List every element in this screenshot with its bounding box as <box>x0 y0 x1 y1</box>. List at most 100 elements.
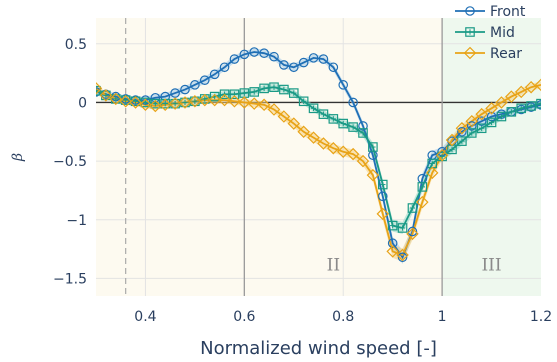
region-label-III: III <box>481 255 501 275</box>
mid-point <box>259 83 269 94</box>
mid-point <box>150 98 161 109</box>
y-tick-label: 0 <box>78 95 87 111</box>
rear-point <box>514 85 528 99</box>
mid-point <box>170 98 180 109</box>
tick-labels: 0.4 0.6 0.8 1 1.2 0.5 0 −0.5 −1 −1.5 <box>53 37 552 325</box>
mid-point <box>269 82 279 93</box>
legend-item-mid[interactable]: Mid <box>455 25 515 41</box>
front-point <box>407 226 418 237</box>
rear-point <box>149 99 162 113</box>
mid-point <box>308 103 319 114</box>
mid-point <box>526 101 536 111</box>
front-point <box>318 54 329 64</box>
legend-mid-marker <box>465 27 475 37</box>
rear-point <box>129 96 142 109</box>
rear-point <box>327 141 340 155</box>
y-tick-label: −0.5 <box>53 154 87 170</box>
mid-point <box>101 90 111 101</box>
mid-point <box>516 103 527 114</box>
mid-point <box>486 117 497 128</box>
mid-point <box>318 109 329 119</box>
front-point <box>209 69 220 80</box>
legend-label-mid: Mid <box>490 25 515 41</box>
mid-point <box>180 97 190 108</box>
rear-point <box>366 168 380 182</box>
mid-point <box>536 98 541 109</box>
mid-point <box>279 84 289 95</box>
region-1-shade <box>96 18 443 296</box>
mid-point <box>348 122 358 132</box>
rear-point <box>505 90 518 103</box>
legend-label-front: Front <box>490 4 526 20</box>
front-point <box>298 57 309 68</box>
rear-point <box>524 80 538 94</box>
rear-point <box>386 245 399 258</box>
x-axis-title: Normalized wind speed [-] <box>200 338 437 359</box>
rear-point <box>168 97 182 110</box>
y-tick-label: 0.5 <box>65 37 87 53</box>
mid-band <box>96 83 541 234</box>
rear-point <box>445 133 459 147</box>
front-point <box>269 51 279 62</box>
mid-point <box>96 85 101 96</box>
x-tick-label: 0.6 <box>233 309 255 325</box>
rear-point <box>356 154 370 168</box>
x-tick-label: 0.8 <box>332 309 354 325</box>
mid-point <box>506 107 517 117</box>
front-point <box>348 97 358 108</box>
mid-point <box>466 128 477 138</box>
front-point <box>259 48 269 58</box>
rear-point <box>99 89 113 102</box>
front-point <box>229 54 240 64</box>
y-tick-label: −1.5 <box>53 271 87 287</box>
mid-point <box>358 128 368 138</box>
rear-point <box>277 110 291 123</box>
legend-item-rear[interactable]: Rear <box>455 46 522 62</box>
region-2-shade <box>442 18 541 296</box>
mid-point <box>338 118 349 129</box>
mid-point <box>397 223 408 233</box>
confidence-bands <box>96 48 541 264</box>
rear-point <box>109 92 123 106</box>
y-tick-label: −1 <box>66 213 87 229</box>
region-label-II: II <box>327 255 340 275</box>
mid-point <box>457 136 467 146</box>
x-tick-label: 1 <box>438 309 447 325</box>
rear-point <box>208 93 221 107</box>
mid-point <box>476 123 487 134</box>
front-point <box>328 62 339 73</box>
rear-point <box>465 114 479 128</box>
front-point <box>377 191 388 202</box>
front-point <box>358 121 368 131</box>
front-point <box>308 53 319 63</box>
rear-point <box>178 96 192 109</box>
front-point <box>170 88 180 98</box>
rear-point <box>297 125 310 139</box>
mid-point <box>328 114 339 124</box>
front-point <box>457 126 467 137</box>
front-point <box>190 80 200 90</box>
rear-point <box>396 248 409 262</box>
legend-item-front[interactable]: Front <box>455 4 526 20</box>
series-markers <box>96 47 541 263</box>
mid-point <box>110 94 121 104</box>
front-point <box>239 49 250 60</box>
rear-point <box>119 95 132 108</box>
rear-point <box>406 227 419 241</box>
legend[interactable]: Front Mid Rear <box>455 4 526 62</box>
rear-point <box>307 131 320 144</box>
mid-point <box>387 220 398 231</box>
rear-point <box>158 98 172 112</box>
rear-point <box>435 148 449 162</box>
mid-point <box>377 179 388 190</box>
rear-point <box>475 107 488 121</box>
mid-point <box>288 88 299 98</box>
front-point <box>160 91 171 102</box>
x-tick-label: 1.2 <box>530 309 552 325</box>
front-point <box>180 84 190 95</box>
rear-point <box>218 93 231 107</box>
rear-point <box>346 147 360 161</box>
rear-point <box>336 145 350 158</box>
front-point <box>288 62 299 73</box>
